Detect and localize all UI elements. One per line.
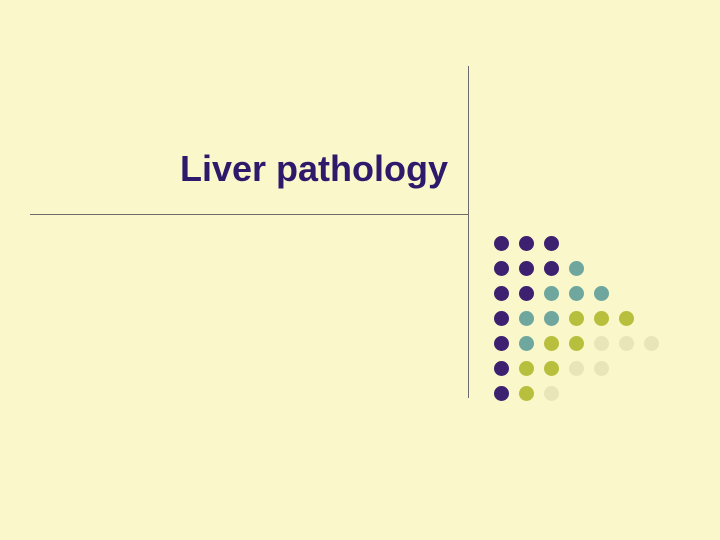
dot [594,361,609,376]
dot [644,361,659,376]
dot-row [494,386,659,401]
dot [644,386,659,401]
dot [569,311,584,326]
dot [619,361,634,376]
slide-title: Liver pathology [180,148,448,190]
dot [619,236,634,251]
dot [494,311,509,326]
dot [619,261,634,276]
dot [519,311,534,326]
dot-row [494,336,659,351]
dot [494,286,509,301]
dot [594,261,609,276]
dot [544,311,559,326]
dot [544,386,559,401]
dot-row [494,311,659,326]
dot [644,286,659,301]
dot [519,386,534,401]
dot [594,311,609,326]
dot-grid-decoration [494,236,659,401]
dot [494,261,509,276]
slide: Liver pathology [0,0,720,540]
dot [494,336,509,351]
dot [619,336,634,351]
dot [544,286,559,301]
dot [619,286,634,301]
dot [644,311,659,326]
dot [569,336,584,351]
dot [569,236,584,251]
dot [519,236,534,251]
dot [594,336,609,351]
dot [544,361,559,376]
dot [494,386,509,401]
dot [544,261,559,276]
dot [569,361,584,376]
horizontal-divider [30,214,468,215]
dot [519,261,534,276]
dot [619,386,634,401]
vertical-divider [468,66,469,398]
dot [519,361,534,376]
dot [519,286,534,301]
dot [519,336,534,351]
dot-row [494,361,659,376]
dot [569,261,584,276]
dot [494,236,509,251]
dot-row [494,286,659,301]
dot [544,236,559,251]
dot [619,311,634,326]
dot [644,236,659,251]
dot [544,336,559,351]
dot [594,286,609,301]
dot-row [494,261,659,276]
dot [594,236,609,251]
dot [594,386,609,401]
dot [569,386,584,401]
dot [494,361,509,376]
dot [644,261,659,276]
dot-row [494,236,659,251]
dot [644,336,659,351]
dot [569,286,584,301]
